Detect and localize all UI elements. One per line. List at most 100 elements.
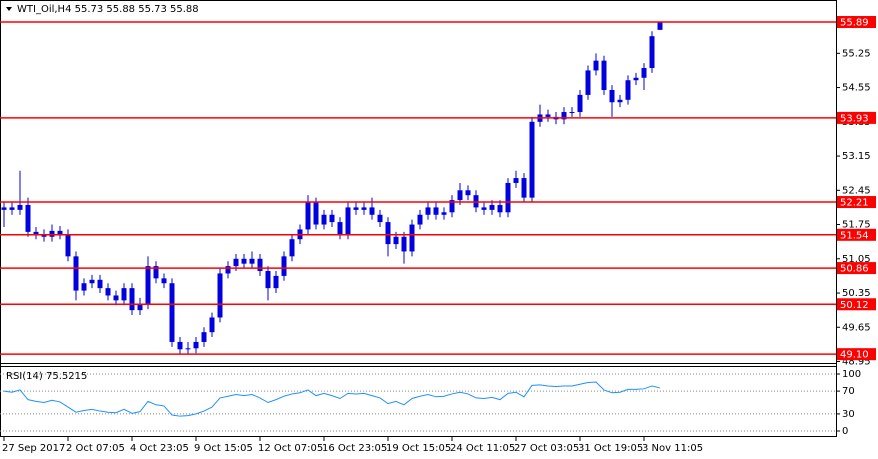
- candle-body: [17, 204, 23, 210]
- y-tick-label: 51.75: [842, 220, 871, 231]
- candle-body: [545, 114, 551, 117]
- x-tick-label: 27 Sep 2017: [2, 443, 65, 454]
- candle-body: [417, 214, 423, 225]
- y-tick-label: 51.05: [842, 254, 871, 265]
- candle-body: [313, 202, 319, 225]
- candle-body: [81, 283, 87, 291]
- x-tick-label: 24 Oct 11:05: [450, 443, 515, 454]
- rsi-last: 75.5215: [46, 371, 87, 382]
- candle-body: [225, 266, 231, 274]
- candle-body: [33, 231, 39, 235]
- candle-body: [593, 60, 599, 71]
- candle-body: [9, 207, 15, 210]
- candle-body: [249, 258, 255, 264]
- level-tag: [837, 348, 876, 361]
- y-tick-label: 48.95: [842, 357, 871, 368]
- candle-body: [569, 112, 575, 114]
- y-tick-label: 100: [842, 369, 861, 380]
- candle-body: [73, 256, 79, 291]
- candle-body: [233, 258, 239, 267]
- candle-body: [385, 222, 391, 245]
- candle-body: [401, 236, 407, 252]
- candle-body: [625, 80, 631, 100]
- candle-body: [97, 279, 103, 289]
- candle-body: [105, 288, 111, 296]
- candle-body: [409, 224, 415, 252]
- level-tag-label: 53.93: [840, 113, 869, 124]
- collapse-icon: [6, 7, 12, 11]
- candle-body: [65, 234, 71, 257]
- candle-body: [121, 288, 127, 301]
- rsi-line: [3, 381, 661, 417]
- candle-body: [513, 178, 519, 183]
- y-tick-label: 52.45: [842, 185, 871, 196]
- level-tag: [837, 228, 876, 241]
- header: WTI_Oil,H4 55.73 55.88 55.73 55.88: [17, 4, 199, 15]
- candle-body: [649, 36, 655, 68]
- candle-body: [217, 273, 223, 318]
- rsi-name: RSI(14): [6, 371, 43, 382]
- x-tick-label: 3 Nov 11:05: [642, 443, 703, 454]
- candle-body: [577, 94, 583, 113]
- x-tick-label: 27 Oct 03:05: [514, 443, 579, 454]
- candle-body: [505, 182, 511, 213]
- candle-body: [289, 239, 295, 257]
- candle-body: [201, 332, 207, 342]
- candle-body: [273, 275, 279, 289]
- candle-body: [529, 121, 535, 198]
- candle-body: [113, 295, 119, 301]
- y-tick-label: 54.55: [842, 83, 871, 94]
- candle-body: [361, 207, 367, 210]
- candle-body: [641, 67, 647, 78]
- level-tag-label: 49.10: [840, 350, 869, 361]
- candle-body: [561, 112, 567, 120]
- candle-body: [657, 22, 663, 30]
- candle-body: [481, 207, 487, 210]
- level-tag: [837, 262, 876, 275]
- candle-body: [257, 258, 263, 272]
- x-tick-label: 12 Oct 07:05: [258, 443, 323, 454]
- candle-body: [489, 204, 495, 210]
- level-tag-label: 50.12: [840, 300, 869, 311]
- level-tag: [837, 16, 876, 29]
- x-tick-label: 2 Oct 07:05: [66, 443, 125, 454]
- candle-body: [585, 70, 591, 95]
- level-tag-label: 50.86: [840, 264, 869, 275]
- candle-body: [49, 230, 55, 237]
- candle-body: [633, 77, 639, 81]
- candle-body: [209, 317, 215, 333]
- y-tick-label: 30: [842, 409, 855, 420]
- x-tick-label: 16 Oct 23:05: [322, 443, 387, 454]
- level-tag: [837, 298, 876, 311]
- candle-body: [497, 204, 503, 213]
- candle-body: [425, 207, 431, 215]
- candle-body: [265, 271, 271, 289]
- candle-body: [177, 341, 183, 350]
- candle-body: [185, 348, 191, 350]
- level-tag-label: 55.89: [840, 18, 869, 29]
- candle-body: [145, 266, 151, 305]
- candle-body: [305, 202, 311, 230]
- candle-body: [89, 279, 95, 284]
- candle-body: [281, 256, 287, 276]
- candle-body: [1, 207, 7, 210]
- level-tag-label: 52.21: [840, 198, 869, 209]
- candle-body: [321, 214, 327, 225]
- candle-body: [617, 99, 623, 103]
- x-tick-label: 19 Oct 15:05: [386, 443, 451, 454]
- candle-body: [129, 288, 135, 311]
- candle-body: [241, 258, 247, 264]
- candle-body: [441, 212, 447, 215]
- candle-body: [521, 178, 527, 198]
- candle-body: [457, 190, 463, 201]
- level-tag: [837, 196, 876, 209]
- candle-body: [369, 207, 375, 215]
- candle-body: [377, 214, 383, 223]
- candle-body: [337, 222, 343, 235]
- y-tick-label: 70: [842, 386, 855, 397]
- x-tick-label: 31 Oct 19:05: [578, 443, 643, 454]
- candle-body: [57, 230, 63, 235]
- y-tick-label: 55.25: [842, 48, 871, 59]
- candle-body: [169, 283, 175, 342]
- x-tick-label: 9 Oct 15:05: [194, 443, 253, 454]
